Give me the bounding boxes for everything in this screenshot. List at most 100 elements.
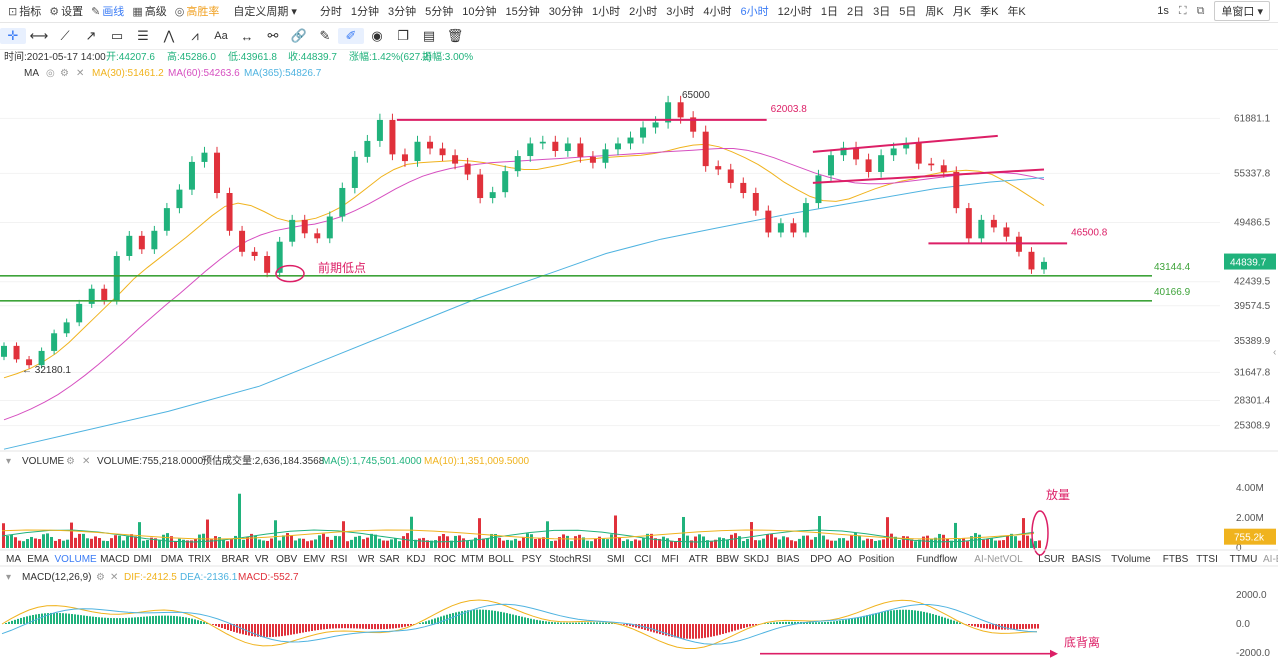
indicator-tab-smi[interactable]: SMI: [607, 554, 625, 565]
horizontal-line-icon[interactable]: ⟷: [29, 28, 49, 43]
text-tool-icon[interactable]: Aa: [214, 30, 228, 42]
indicator-tab-sar[interactable]: SAR: [379, 554, 400, 565]
indicator-tab-ao[interactable]: AO: [838, 554, 853, 565]
indicator-tab-tvolume[interactable]: TVolume: [1111, 554, 1151, 565]
indicator-tab-atr[interactable]: ATR: [689, 554, 708, 565]
channel-icon[interactable]: ☰: [137, 28, 149, 43]
period-3[interactable]: 5分钟: [425, 6, 454, 18]
indicator-tab-kdj[interactable]: KDJ: [407, 554, 426, 565]
period-5[interactable]: 15分钟: [505, 6, 540, 18]
macd-bar: [563, 622, 565, 624]
indicator-tab-ftbs[interactable]: FTBS: [1163, 554, 1189, 565]
period-12[interactable]: 12小时: [777, 6, 812, 18]
fullscreen-icon[interactable]: ⛶: [1178, 4, 1187, 17]
panel-handle-icon[interactable]: ‹: [1273, 347, 1276, 358]
period-6[interactable]: 30分钟: [548, 6, 584, 18]
period-8[interactable]: 2小时: [629, 6, 658, 18]
copy-icon[interactable]: ❐: [397, 28, 409, 43]
indicator-tab-stochrsi[interactable]: StochRSI: [549, 554, 591, 565]
indicator-tab-brar[interactable]: BRAR: [222, 554, 250, 565]
toolbar-indicator-button[interactable]: ⊡ 指标: [8, 5, 42, 19]
window-mode-select[interactable]: 单窗口 ▾: [1214, 1, 1270, 21]
rectangle-icon[interactable]: ▭: [110, 28, 124, 43]
period-9[interactable]: 3小时: [666, 6, 695, 18]
macd-bar: [476, 609, 478, 624]
indicator-tab-mfi[interactable]: MFI: [662, 554, 679, 565]
indicator-tab-mtm[interactable]: MTM: [461, 554, 484, 565]
pencil-icon[interactable]: ✎: [319, 28, 331, 43]
measure-icon[interactable]: ↔: [240, 28, 254, 44]
eye-icon[interactable]: ◉: [371, 28, 383, 43]
ray-icon[interactable]: ↗: [85, 28, 97, 43]
indicator-tab-vr[interactable]: VR: [255, 554, 269, 565]
period-17[interactable]: 周K: [925, 6, 944, 18]
indicator-tab-ma[interactable]: MA: [6, 554, 21, 565]
indicator-tab-boll[interactable]: BOLL: [488, 554, 514, 565]
indicator-tab-ema[interactable]: EMA: [27, 554, 49, 565]
indicator-tab-cci[interactable]: CCI: [634, 554, 651, 565]
indicator-tab-obv[interactable]: OBV: [276, 554, 297, 565]
volume-bar: [738, 536, 741, 548]
toolbar-gear-button[interactable]: ⚙ 设置: [49, 5, 84, 19]
period-4[interactable]: 10分钟: [462, 6, 497, 18]
indicator-tab-emv[interactable]: EMV: [303, 554, 325, 565]
indicator-tab-position[interactable]: Position: [859, 554, 895, 565]
indicator-tab-bias[interactable]: BIAS: [777, 554, 800, 565]
toolbar-grid-button[interactable]: ▦ 高级: [132, 5, 167, 19]
toolbar-pen-button[interactable]: ✎ 画线: [91, 5, 125, 19]
indicator-tab-ttmu[interactable]: TTMU: [1230, 554, 1258, 565]
period-2[interactable]: 3分钟: [388, 6, 417, 18]
indicator-tab-ttsi[interactable]: TTSI: [1196, 554, 1218, 565]
indicator-tab-fundflow[interactable]: Fundflow: [917, 554, 958, 565]
macd-bar: [140, 616, 142, 624]
period-1[interactable]: 1分钟: [350, 6, 380, 18]
candle-38: [477, 174, 484, 199]
indicator-tab-volume[interactable]: VOLUME: [55, 554, 98, 565]
trend-line-icon[interactable]: ⟋: [60, 28, 70, 43]
indicator-tab-basis[interactable]: BASIS: [1072, 554, 1102, 565]
indicator-tab-dma[interactable]: DMA: [161, 554, 184, 565]
indicator-tab-rsi[interactable]: RSI: [331, 554, 348, 565]
period-16[interactable]: 5日: [899, 6, 917, 18]
clipboard-icon[interactable]: ▤: [422, 28, 436, 43]
period-10[interactable]: 4小时: [703, 6, 732, 18]
trash-icon[interactable]: 🗑: [446, 28, 464, 43]
candle-54: [677, 102, 684, 118]
indicator-tab-macd[interactable]: MACD: [100, 554, 129, 565]
period-20[interactable]: 年K: [1007, 6, 1026, 18]
fib-icon[interactable]: ⩘: [191, 28, 199, 43]
indicator-tab-ai-netvol[interactable]: AI-NetVOL: [974, 554, 1023, 565]
macd-bar: [299, 624, 301, 634]
period-11[interactable]: 6小时: [740, 6, 769, 18]
macd-bar: [293, 624, 295, 635]
chart-area[interactable]: 时间:2021-05-17 14:00 开:44207.6 高:45286.0 …: [0, 50, 1278, 666]
indicator-tab-skdj[interactable]: SKDJ: [743, 554, 769, 565]
popout-icon[interactable]: ⧉: [1196, 4, 1205, 17]
indicator-tab-wr[interactable]: WR: [358, 554, 375, 565]
volume-bar: [934, 537, 937, 548]
toolbar-target-button[interactable]: ◎ 高胜率: [174, 5, 220, 19]
period-14[interactable]: 2日: [847, 6, 865, 18]
custom-period-dropdown[interactable]: 自定义周期 ▾: [233, 6, 297, 18]
indicator-tab-roc[interactable]: ROC: [434, 554, 456, 565]
indicator-tab-ai-bsi[interactable]: AI-BSI: [1263, 554, 1278, 565]
crosshair-icon[interactable]: ✛: [0, 28, 26, 44]
period-15[interactable]: 3日: [873, 6, 891, 18]
link-icon[interactable]: 🔗: [290, 28, 308, 43]
period-19[interactable]: 季K: [980, 6, 999, 18]
indicator-tab-bbw[interactable]: BBW: [716, 554, 739, 565]
indicator-tab-lsur[interactable]: LSUR: [1038, 554, 1065, 565]
indicator-tab-dpo[interactable]: DPO: [810, 554, 832, 565]
period-18[interactable]: 月K: [952, 6, 972, 18]
info-low: 低:43961.8: [228, 50, 277, 63]
brush-icon[interactable]: ✐: [338, 28, 364, 44]
macd-bar: [353, 624, 355, 629]
indicator-tab-trix[interactable]: TRIX: [188, 554, 211, 565]
magnet-icon[interactable]: ⚯: [267, 28, 279, 43]
period-0[interactable]: 分时: [319, 6, 342, 18]
period-7[interactable]: 1小时: [592, 6, 621, 18]
indicator-tab-psy[interactable]: PSY: [522, 554, 542, 565]
indicator-tab-dmi[interactable]: DMI: [134, 554, 152, 565]
period-13[interactable]: 1日: [820, 6, 839, 18]
wave-icon[interactable]: ⋀: [163, 28, 175, 43]
